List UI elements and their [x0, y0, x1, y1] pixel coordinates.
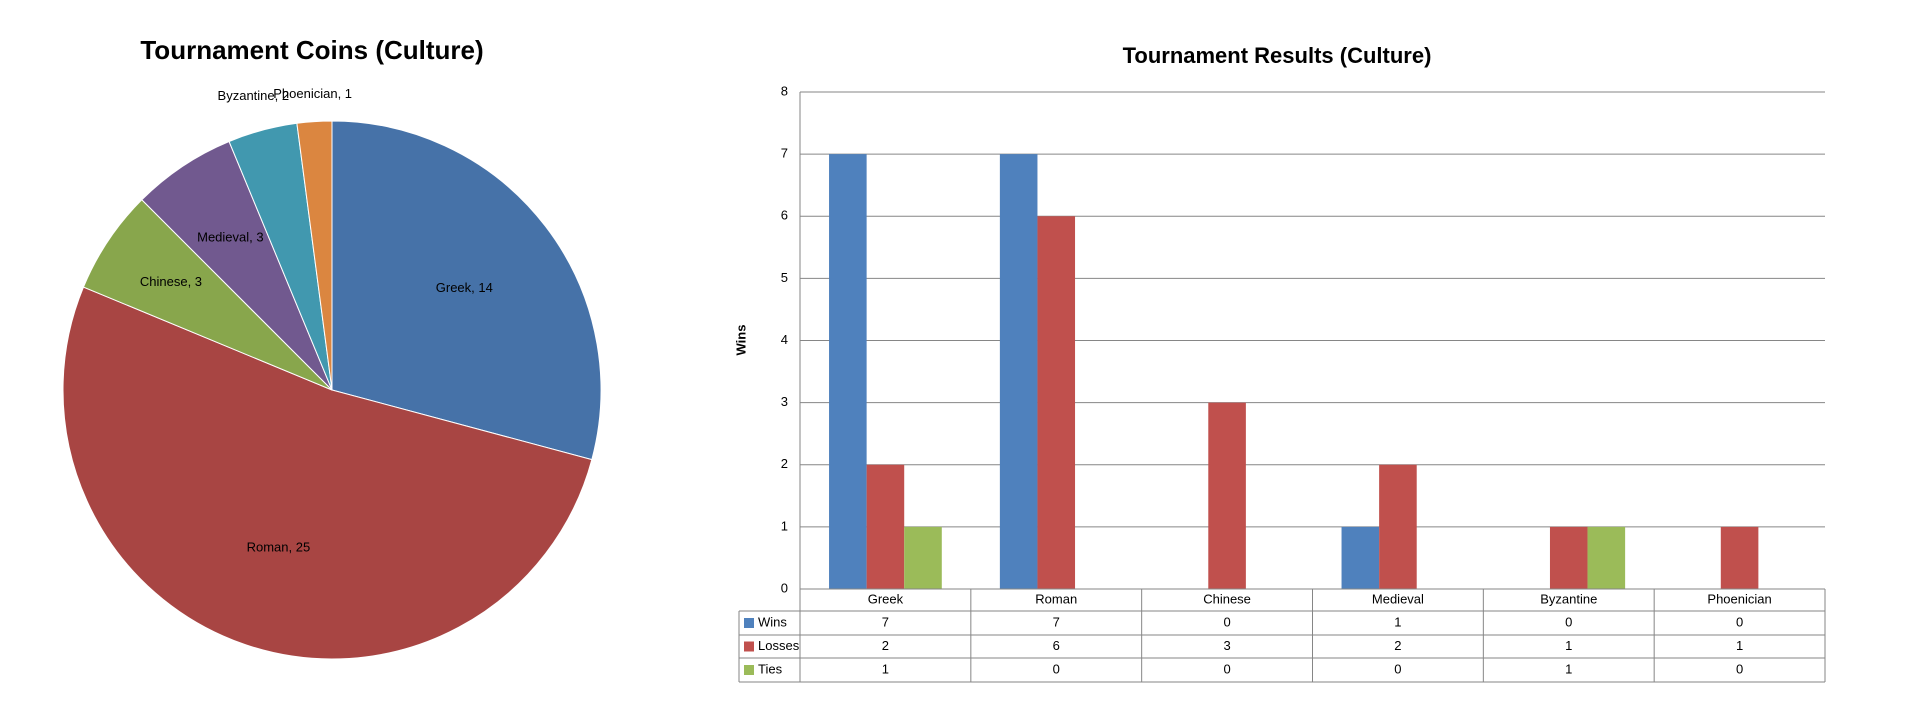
- y-tick-label: 8: [781, 83, 788, 98]
- slice-label: Roman, 25: [247, 539, 311, 554]
- legend-label: Wins: [758, 614, 787, 629]
- table-cell: 0: [1736, 661, 1743, 676]
- table-cell: 0: [1223, 614, 1230, 629]
- bar: [1208, 402, 1246, 589]
- table-cell: 7: [882, 614, 889, 629]
- pie-slice: [331, 120, 602, 461]
- slice-label: Byzantine, 2: [218, 88, 290, 103]
- y-axis-label: Wins: [733, 325, 748, 356]
- table-cell: 1: [1565, 638, 1572, 653]
- table-cell: 1: [1565, 661, 1572, 676]
- table-cell: 0: [1394, 661, 1401, 676]
- pie-slice: [296, 120, 333, 391]
- bar: [1379, 464, 1417, 589]
- bar-title: Tournament Results (Culture): [1123, 43, 1432, 68]
- table-cell: 1: [1736, 638, 1743, 653]
- y-tick-label: 7: [781, 146, 788, 161]
- x-tick-label: Roman: [1035, 591, 1077, 606]
- y-tick-label: 0: [781, 580, 788, 595]
- x-tick-label: Medieval: [1372, 591, 1424, 606]
- table-cell: 7: [1053, 614, 1060, 629]
- bar: [999, 154, 1038, 589]
- bar: [1549, 526, 1588, 589]
- x-tick-label: Chinese: [1203, 591, 1251, 606]
- bar: [1720, 526, 1759, 589]
- table-cell: 3: [1223, 638, 1230, 653]
- table-cell: 1: [882, 661, 889, 676]
- slice-label: Chinese, 3: [140, 274, 202, 289]
- slice-label: Medieval, 3: [197, 229, 263, 244]
- legend-label: Ties: [758, 661, 783, 676]
- legend-swatch: [744, 641, 754, 652]
- table-cell: 2: [882, 638, 889, 653]
- pie-slice: [62, 286, 593, 660]
- table-cell: 6: [1053, 638, 1060, 653]
- bar: [829, 154, 867, 589]
- legend-swatch: [744, 665, 754, 675]
- pie-title: Tournament Coins (Culture): [140, 35, 483, 65]
- bar: [1587, 526, 1626, 589]
- table-cell: 0: [1565, 614, 1572, 629]
- table-cell: 0: [1053, 661, 1060, 676]
- legend-swatch: [744, 618, 754, 628]
- bar: [866, 464, 905, 589]
- y-tick-label: 5: [781, 270, 788, 285]
- x-tick-label: Phoenician: [1707, 591, 1771, 606]
- bar: [1037, 216, 1076, 589]
- legend-label: Losses: [758, 638, 800, 653]
- table-cell: 2: [1394, 638, 1401, 653]
- y-tick-label: 4: [781, 332, 788, 347]
- x-tick-label: Greek: [868, 591, 904, 606]
- slice-label: Greek, 14: [436, 280, 493, 295]
- bar: [904, 526, 942, 589]
- x-tick-label: Byzantine: [1540, 591, 1597, 606]
- bar: [1341, 526, 1380, 589]
- table-cell: 1: [1394, 614, 1401, 629]
- y-tick-label: 3: [781, 394, 788, 409]
- y-tick-label: 6: [781, 208, 788, 223]
- slice-label: Phoenician, 1: [273, 86, 352, 101]
- y-tick-label: 1: [781, 518, 788, 533]
- table-cell: 0: [1223, 661, 1230, 676]
- table-cell: 0: [1736, 614, 1743, 629]
- y-tick-label: 2: [781, 456, 788, 471]
